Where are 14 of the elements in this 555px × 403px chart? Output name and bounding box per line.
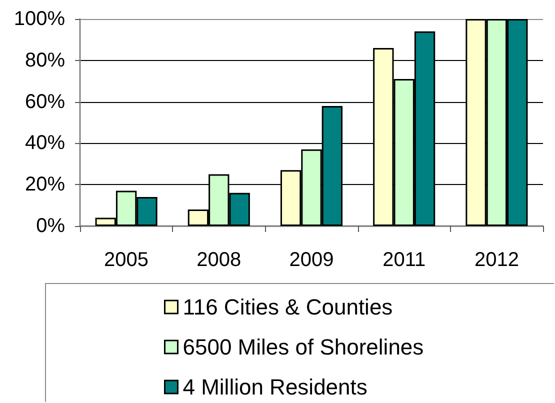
legend-label: 116 Cities & Counties (182, 294, 393, 320)
x-tick-label: 2012 (474, 249, 519, 271)
y-tick-label: 40% (24, 132, 66, 154)
y-tick-label: 100% (14, 8, 66, 30)
legend-label: 4 Million Residents (182, 374, 368, 400)
x-tick-label: 2011 (382, 249, 426, 271)
y-tick-label: 0% (36, 215, 66, 237)
y-tick-label: 80% (24, 49, 66, 72)
y-tick-label: 20% (24, 174, 66, 196)
y-tick-label: 60% (24, 90, 66, 113)
x-tick-label: 2009 (289, 249, 334, 271)
x-tick-label: 2005 (104, 249, 149, 271)
x-tick-label: 2008 (196, 249, 242, 271)
legend-label: 6500 Miles of Shorelines (182, 334, 424, 360)
